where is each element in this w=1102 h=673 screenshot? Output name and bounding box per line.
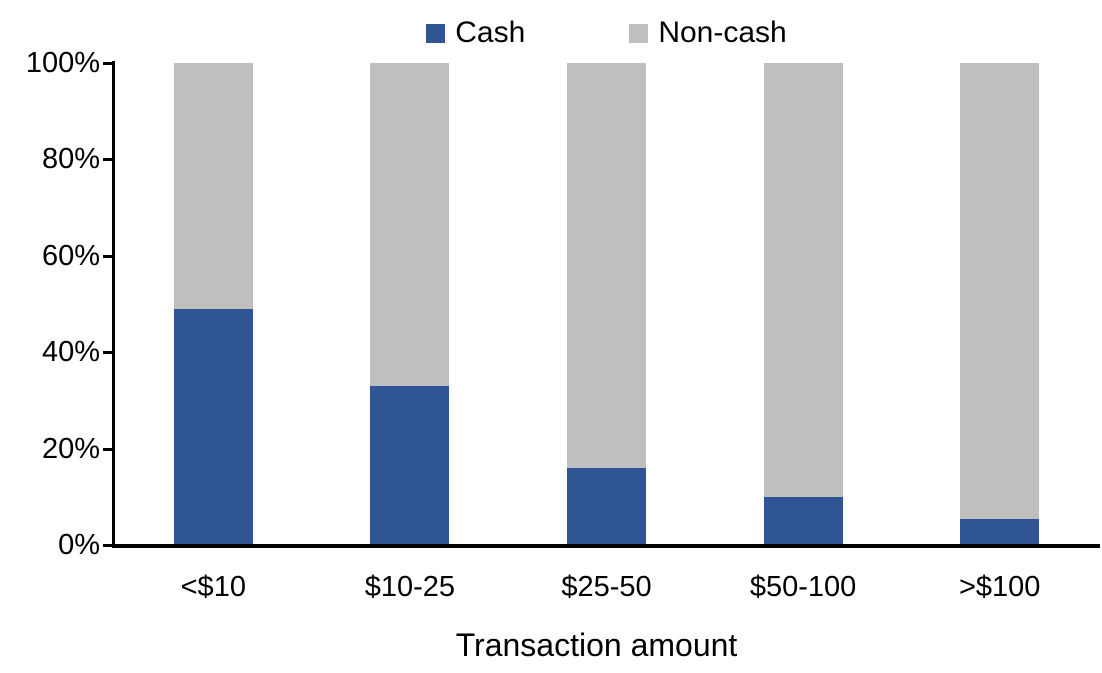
legend-swatch-icon [426, 23, 446, 43]
y-axis-line [112, 61, 115, 548]
y-tick-mark [103, 254, 115, 258]
y-tick-mark [103, 447, 115, 451]
bar-group [370, 63, 450, 545]
y-tick-label: 60% [41, 239, 100, 272]
y-tick-label: 20% [41, 432, 100, 465]
x-tick-label: <$10 [180, 571, 246, 603]
legend-swatch-icon [629, 23, 649, 43]
bar-group [960, 63, 1040, 545]
bar-segment-non-cash [763, 63, 843, 497]
y-tick-label: 0% [58, 529, 100, 561]
legend-label: Cash [455, 16, 526, 49]
bar-segment-non-cash [567, 63, 646, 468]
bar-segment-cash [173, 308, 253, 545]
bar-segment-non-cash [960, 63, 1040, 519]
y-tick-mark [103, 351, 115, 355]
x-tick-label: $25-50 [561, 571, 652, 603]
bar-group [567, 63, 646, 545]
bar-group [173, 63, 253, 545]
legend-label: Non-cash [658, 16, 787, 49]
x-tick-label: $10-25 [364, 571, 456, 603]
legend: Cash Non-cash [115, 12, 1098, 54]
x-tick-label: $50-100 [749, 571, 857, 603]
bar-segment-cash [370, 385, 450, 545]
y-tick-mark [103, 158, 115, 162]
legend-item-non-cash: Non-cash [629, 16, 787, 49]
bar-segment-cash [567, 467, 646, 545]
legend-item-cash: Cash [426, 18, 525, 48]
y-tick-mark [103, 544, 115, 547]
y-tick-label: 80% [41, 143, 100, 176]
x-axis-title: Transaction amount [455, 627, 738, 663]
plot-area [115, 63, 1098, 545]
bar-segment-cash [763, 496, 843, 545]
bar-segment-non-cash [370, 63, 450, 386]
y-tick-mark [103, 62, 115, 65]
y-tick-label: 40% [41, 336, 100, 369]
x-tick-label: >$100 [958, 571, 1041, 603]
y-tick-label: 100% [25, 47, 100, 79]
bar-segment-non-cash [173, 63, 253, 309]
bar-group [763, 63, 843, 545]
x-axis-line [112, 544, 1100, 548]
bar-segment-cash [960, 518, 1040, 545]
